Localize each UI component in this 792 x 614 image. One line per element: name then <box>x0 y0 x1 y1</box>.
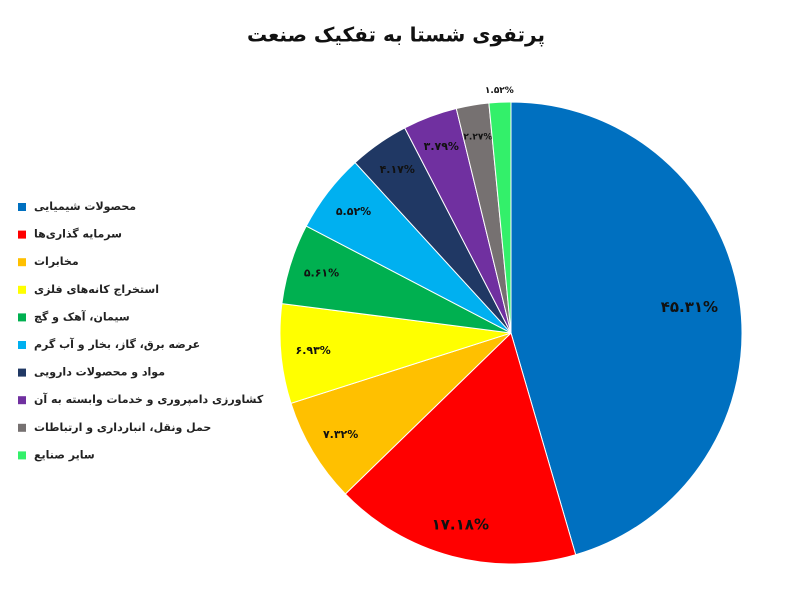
value-label: ۲.۲۷% <box>463 133 492 143</box>
legend-marker <box>18 313 26 322</box>
legend-marker <box>18 368 26 377</box>
value-label: ۴.۱۷% <box>380 163 415 176</box>
legend-marker <box>18 396 26 405</box>
pie-slice <box>510 101 743 556</box>
pie-slice <box>344 332 577 565</box>
pie-slice <box>488 101 512 334</box>
legend-label: حمل ونقل، انبارداری و ارتباطات <box>34 421 211 434</box>
value-label: ۳.۷۹% <box>424 140 459 153</box>
legend-marker <box>18 258 26 267</box>
legend-label: سایر صنایع <box>34 448 95 461</box>
legend-label: عرضه برق، گاز، بخار و آب گرم <box>34 337 200 351</box>
legend-label: سرمایه گذاری‌ها <box>34 228 122 241</box>
legend-marker <box>18 451 26 460</box>
value-label: ۵.۵۲% <box>336 205 371 218</box>
legend-label: کشاورزی دامپروری و خدمات وابسته به آن <box>34 392 264 406</box>
value-label: ۱.۵۲% <box>485 86 514 96</box>
value-label: ۵.۶۱% <box>304 266 339 279</box>
legend-marker <box>18 203 26 211</box>
legend-label: مواد و محصولات دارویی <box>34 366 165 379</box>
legend-marker <box>18 285 26 294</box>
legend-label: استخراج کانه‌های فلزی <box>34 283 159 297</box>
value-label: ۷.۳۲% <box>323 428 358 441</box>
legend-marker <box>18 423 26 432</box>
legend-label: محصولات شیمیایی <box>34 200 136 213</box>
legend-label: سیمان، آهک و گچ <box>34 309 130 323</box>
value-label: ۱۷.۱۸% <box>432 516 489 534</box>
legend-marker <box>18 341 26 349</box>
value-label: ۴۵.۳۱% <box>661 298 718 316</box>
legend-label: مخابرات <box>34 255 79 268</box>
value-label: ۶.۹۳% <box>295 344 330 357</box>
legend-marker <box>18 230 26 239</box>
pie-slice <box>290 332 512 495</box>
chart-title: پرتفوی شستا به تفکیک صنعت <box>247 23 545 48</box>
